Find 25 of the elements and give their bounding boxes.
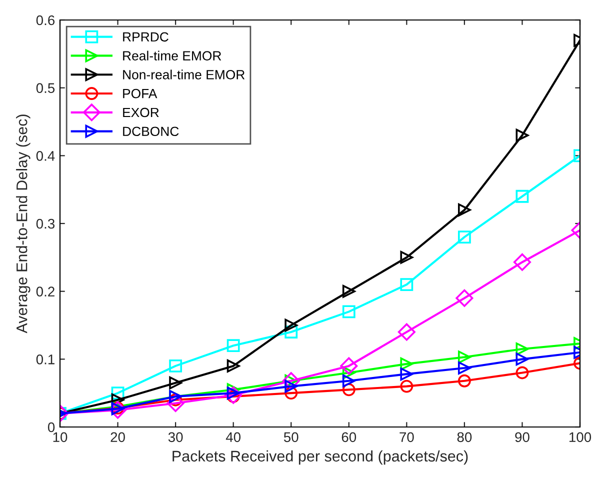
x-tick-label: 30 (168, 432, 183, 442)
legend-label: DCBONC (123, 126, 179, 136)
legend-label: RPRDC (123, 32, 168, 42)
x-tick-label: 80 (457, 432, 472, 442)
legend-label: Real-time EMOR (123, 50, 222, 60)
y-axis-title: Average End-to-End Delay (sec) (16, 114, 30, 334)
x-tick-label: 40 (226, 432, 241, 442)
y-tick-label: 0.2 (36, 286, 54, 297)
x-tick-label: 50 (284, 432, 298, 442)
x-tick-label: 90 (515, 432, 530, 442)
legend-label: Non-real-time EMOR (123, 70, 245, 80)
x-tick-label: 10 (53, 432, 68, 442)
y-tick-label: 0 (48, 422, 55, 432)
x-tick-label: 100 (569, 432, 592, 442)
y-tick-label: 0.4 (36, 151, 55, 161)
x-tick-label: 20 (110, 432, 125, 442)
y-tick-label: 0.3 (36, 218, 55, 229)
y-tick-label: 0.1 (36, 354, 54, 364)
x-tick-label: 70 (400, 432, 414, 442)
x-axis-title: Packets Received per second (packets/sec) (172, 450, 468, 465)
legend-label: POFA (123, 88, 158, 98)
x-tick-label: 60 (342, 432, 356, 442)
y-tick-label: 0.5 (36, 83, 55, 94)
y-tick-label: 0.6 (36, 15, 55, 26)
legend-label: EXOR (123, 108, 159, 118)
